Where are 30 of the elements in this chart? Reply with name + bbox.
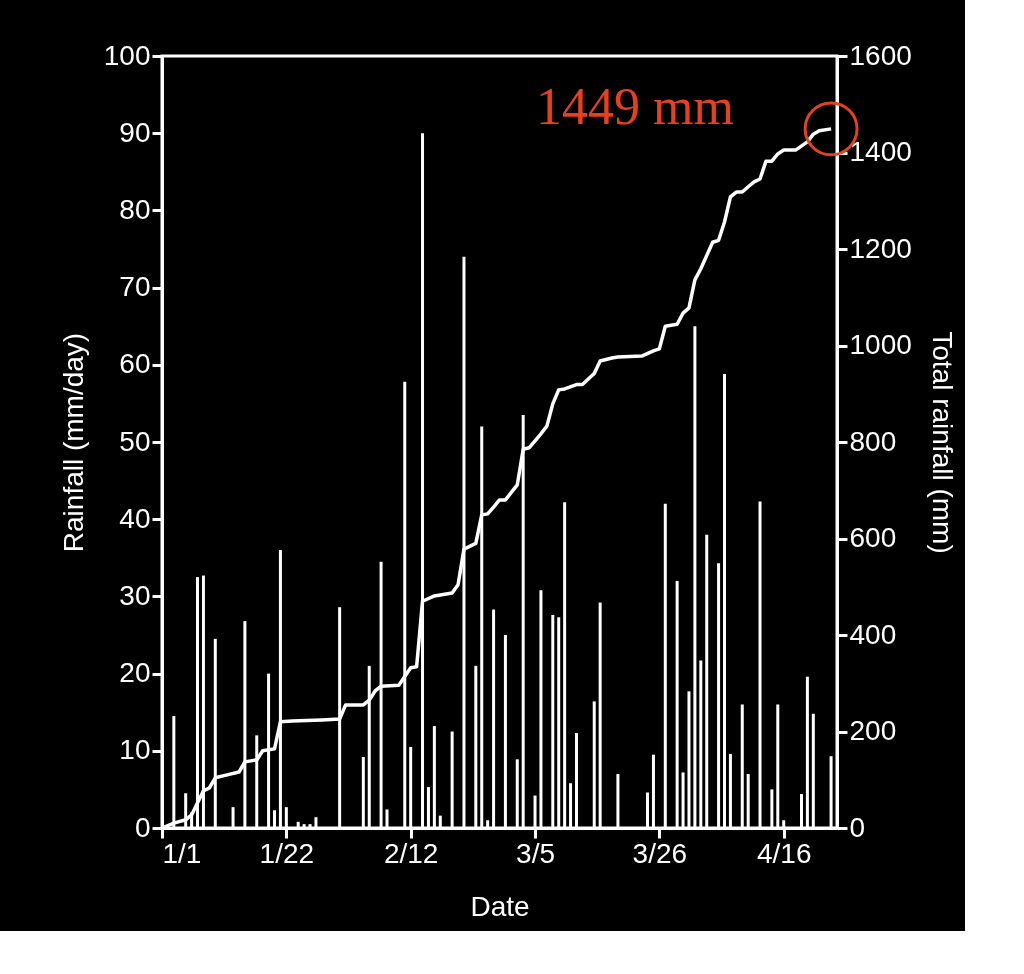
x-tick-label: 4/16 — [756, 837, 812, 869]
y-tick-label: 60 — [119, 348, 151, 380]
y2-tick-label: 200 — [849, 715, 897, 746]
y2-tick-label: 800 — [849, 425, 897, 457]
y2-tick-label: 400 — [849, 618, 897, 650]
y-tick-label: 10 — [119, 734, 151, 766]
y2-tick-label: 600 — [849, 522, 897, 553]
y2-tick-label: 1400 — [849, 136, 912, 167]
y2-axis-title: Total rainfall (mm) — [926, 331, 958, 554]
x-tick-label: 2/12 — [383, 837, 439, 869]
x-tick-label: 3/5 — [516, 837, 555, 869]
x-tick-label: 3/26 — [632, 837, 688, 869]
y-tick-label: 70 — [119, 271, 151, 303]
y-tick-label: 90 — [119, 116, 151, 148]
y-tick-label: 50 — [119, 425, 151, 457]
x-tick-label: 1/22 — [259, 837, 315, 869]
y2-tick-label: 0 — [849, 811, 866, 843]
y-tick-label: 40 — [119, 502, 151, 534]
y-axis-title: Rainfall (mm/day) — [57, 332, 89, 553]
y-tick-label: 0 — [134, 811, 151, 843]
y-tick-label: 30 — [119, 579, 151, 611]
y2-tick-label: 1200 — [849, 232, 912, 264]
y-tick-label: 20 — [119, 657, 151, 689]
y-tick-label: 100 — [103, 39, 151, 71]
y2-tick-label: 1600 — [849, 39, 912, 71]
annotation: 1449 mm — [536, 78, 734, 135]
y-tick-label: 80 — [119, 193, 151, 225]
y2-tick-label: 1000 — [849, 329, 912, 360]
x-axis-title: Date — [470, 890, 530, 922]
x-tick-label: 1/1 — [162, 837, 202, 869]
